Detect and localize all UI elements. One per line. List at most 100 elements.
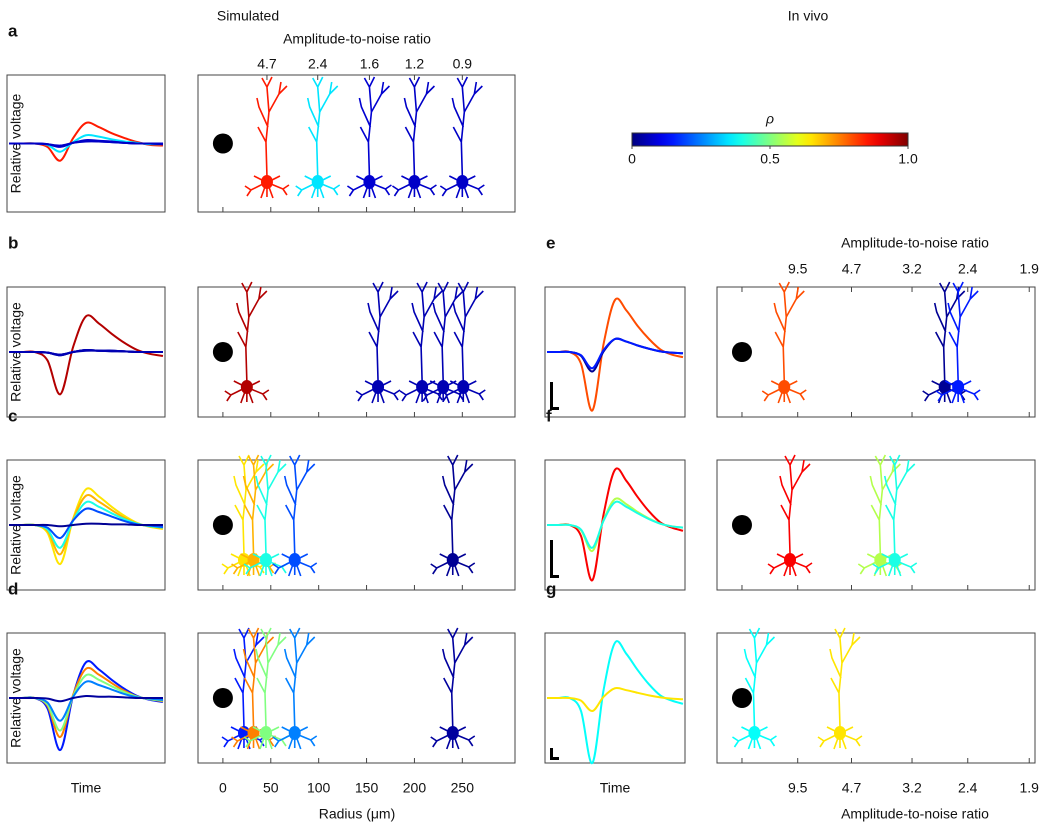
- neuron-dendrites: [439, 76, 485, 199]
- x-tick-label: 3.2: [902, 780, 922, 796]
- x-tick-label-top: 2.4: [308, 56, 328, 72]
- waveform: [9, 487, 164, 566]
- neuron-box: [197, 74, 516, 213]
- x-tick-label: 200: [403, 780, 427, 796]
- waveform-box: [544, 286, 686, 418]
- x-tick-label-top: 1.6: [360, 56, 380, 72]
- neuron-soma: [288, 726, 301, 740]
- neuron: [767, 454, 813, 577]
- neuron: [420, 281, 466, 404]
- x-tick-label: 2.4: [958, 780, 978, 796]
- scale-bars: [550, 382, 559, 760]
- neuron: [440, 281, 486, 404]
- neuron-dendrites: [767, 454, 813, 577]
- neuron-box: [197, 286, 516, 418]
- neuron-soma: [938, 380, 951, 394]
- anr-label-vivo-top: Amplitude-to-noise ratio: [841, 235, 989, 251]
- x-tick-label: 4.7: [842, 780, 862, 796]
- x-tick-label-top: 0.9: [453, 56, 473, 72]
- neuron-soma: [311, 175, 324, 189]
- x-tick-label-top: 4.7: [257, 56, 277, 72]
- x-tick-label: 50: [263, 780, 279, 796]
- neuron-dendrites: [935, 281, 981, 404]
- x-tick-label: 250: [451, 780, 475, 796]
- neuron: [224, 281, 270, 404]
- electrode: [212, 515, 233, 535]
- neuron-soma: [288, 553, 301, 567]
- neuron-dendrites: [355, 281, 401, 404]
- neuron: [295, 76, 341, 199]
- neuron-dendrites: [244, 76, 290, 199]
- neuron-soma: [952, 380, 965, 394]
- colorbar: [631, 132, 909, 147]
- neuron: [935, 281, 981, 404]
- waveform: [8, 314, 164, 396]
- neuron-soma: [874, 553, 887, 567]
- panel-letter: f: [546, 406, 552, 425]
- neuron-soma: [259, 726, 272, 740]
- x-tick-label-top: 9.5: [788, 261, 808, 277]
- x-tick-label: 9.5: [788, 780, 808, 796]
- neuron-soma: [778, 380, 791, 394]
- x-tick-label-top: 4.7: [842, 261, 862, 277]
- neuron-soma: [446, 726, 459, 740]
- colorbar-tick-label: 1.0: [898, 151, 918, 167]
- waveform-box: [6, 632, 166, 764]
- neuron-dendrites: [231, 627, 276, 750]
- neuron-soma: [372, 380, 385, 394]
- x-tick-label: 1.9: [1020, 780, 1040, 796]
- neuron: [346, 76, 392, 199]
- anr-label-sim: Amplitude-to-noise ratio: [283, 31, 431, 47]
- x-tick-label-top: 1.2: [405, 56, 425, 72]
- radius-label: Radius (μm): [319, 806, 396, 822]
- neuron-box: [716, 459, 1036, 591]
- time-label: Time: [600, 780, 631, 796]
- waveform-box: [544, 632, 686, 764]
- neuron: [244, 76, 290, 199]
- neuron: [430, 627, 476, 750]
- neuron-dendrites: [391, 76, 437, 199]
- waveform: [547, 686, 684, 712]
- waveform: [547, 500, 684, 549]
- waveform-box: [6, 286, 166, 418]
- neuron-dendrites: [243, 627, 289, 750]
- neuron-soma: [240, 380, 253, 394]
- waveform: [547, 640, 684, 765]
- neuron-soma: [259, 553, 272, 567]
- header-in-vivo: In vivo: [788, 8, 829, 24]
- waveform: [9, 140, 163, 147]
- neuron: [732, 627, 777, 750]
- neuron-dendrites: [440, 281, 486, 404]
- neuron: [243, 454, 289, 577]
- neuron-dendrites: [420, 281, 466, 404]
- waveform: [9, 673, 164, 732]
- neuron-soma: [437, 380, 450, 394]
- neuron-dendrites: [346, 76, 392, 199]
- neuron-box: [716, 632, 1036, 764]
- neuron-soma: [457, 380, 470, 394]
- neuron-dendrites: [872, 454, 918, 577]
- neuron: [243, 627, 289, 750]
- electrode: [212, 342, 233, 362]
- x-tick-label-top: 1.9: [1020, 261, 1040, 277]
- neuron-soma: [408, 175, 421, 189]
- neuron-dendrites: [732, 627, 777, 750]
- neuron: [439, 76, 485, 199]
- neuron-dendrites: [430, 627, 476, 750]
- neuron: [355, 281, 401, 404]
- x-tick-label: 100: [307, 780, 331, 796]
- waveform: [9, 666, 164, 739]
- electrode: [731, 688, 752, 708]
- colorbar-tick-label: 0.5: [760, 151, 780, 167]
- neuron-box: [197, 459, 516, 591]
- waveform: [9, 695, 163, 703]
- neuron-soma: [784, 553, 797, 567]
- panel-letter: a: [8, 21, 18, 40]
- neuron-dendrites: [817, 627, 863, 750]
- neuron-dendrites: [272, 627, 318, 750]
- neuron-dendrites: [272, 454, 318, 577]
- electrode: [212, 688, 233, 708]
- panel-letter: d: [8, 579, 18, 598]
- neuron-dendrites: [243, 454, 289, 577]
